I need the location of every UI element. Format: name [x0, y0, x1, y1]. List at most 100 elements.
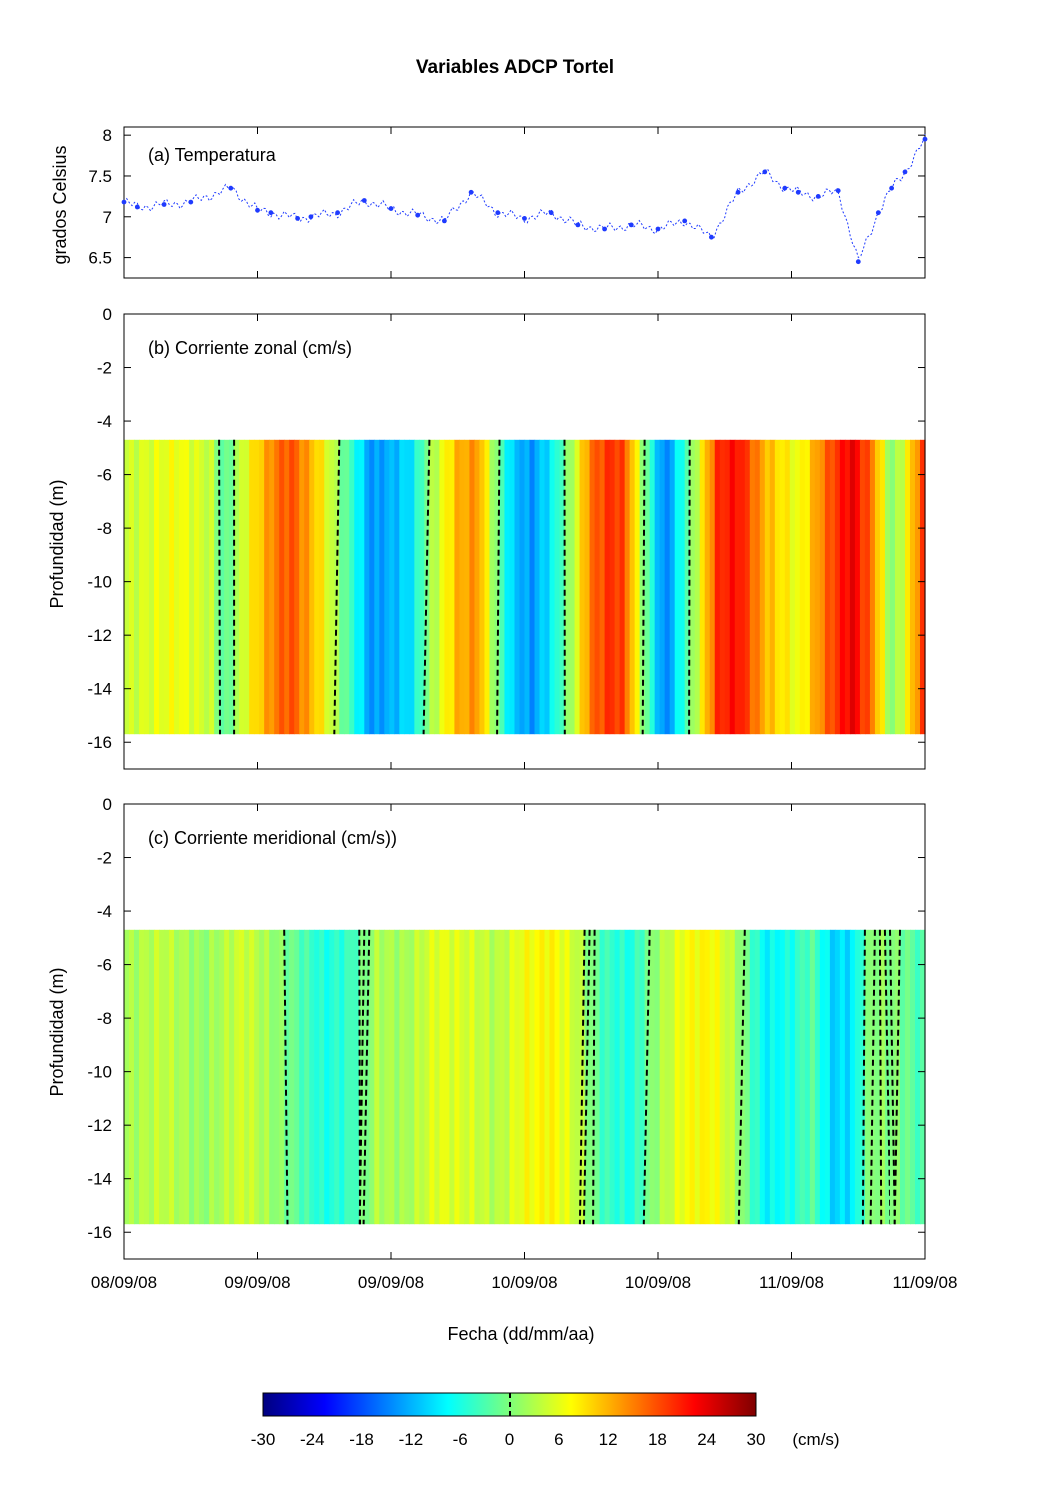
heatmap-cell — [659, 439, 666, 735]
temperature-point — [815, 194, 821, 199]
colorbar-tick-label: 12 — [599, 1430, 618, 1449]
heatmap-cell — [544, 929, 551, 1225]
temperature-point — [268, 210, 274, 216]
heatmap-cell — [294, 929, 300, 1225]
heatmap-cell — [714, 929, 721, 1225]
heatmap-cell — [589, 929, 596, 1225]
heatmap-cell — [774, 439, 781, 735]
heatmap-cell — [344, 929, 350, 1225]
y-tick-label: -6 — [97, 466, 112, 485]
heatmap-cell — [814, 929, 821, 1225]
heatmap-cell — [309, 929, 315, 1225]
heatmap-cell — [239, 439, 245, 735]
heatmap-cell — [189, 929, 195, 1225]
x-axis-label: Fecha (dd/mm/aa) — [447, 1324, 594, 1344]
heatmap-cell — [404, 929, 410, 1225]
heatmap-cell — [249, 929, 255, 1225]
heatmap-cell — [394, 929, 400, 1225]
y-tick-label: 7 — [103, 208, 112, 227]
heatmap-cell — [599, 439, 606, 735]
heatmap-cell — [444, 439, 451, 735]
heatmap-cell — [499, 439, 506, 735]
heatmap-cell — [494, 439, 501, 735]
heatmap-cell — [779, 439, 786, 735]
heatmap-cell — [589, 439, 596, 735]
heatmap-cell — [634, 929, 641, 1225]
panel-meridional-current: 0 -2 -4 -6 -8 -10 -12 -14 -16 08/09/08 09/09/08 09… — [47, 795, 957, 1292]
heatmap-cell — [259, 929, 265, 1225]
heatmap-cell — [689, 439, 696, 735]
heatmap-cell — [419, 439, 425, 735]
zero-contour — [218, 439, 221, 735]
x-tick-label: 11/09/08 — [759, 1273, 824, 1292]
heatmap-cell — [634, 439, 641, 735]
heatmap-cell — [864, 439, 871, 735]
heatmap-cell — [484, 929, 491, 1225]
heatmap-cell — [224, 439, 230, 735]
heatmap-cell — [194, 929, 200, 1225]
panel-b-ticks: 0 -2 -4 -6 -8 -10 -12 -14 -16 — [87, 305, 926, 769]
heatmap-cell — [674, 439, 681, 735]
heatmap-cell — [144, 439, 150, 735]
heatmap-cell — [379, 929, 385, 1225]
heatmap-cell — [724, 439, 731, 735]
temperature-point — [835, 188, 841, 194]
heatmap-cell — [454, 439, 461, 735]
temperature-point — [762, 169, 768, 175]
heatmap-cell — [629, 929, 636, 1225]
heatmap-cell — [194, 439, 200, 735]
heatmap-cell — [444, 929, 451, 1225]
heatmap-cell — [489, 929, 496, 1225]
heatmap-cell — [864, 929, 871, 1225]
heatmap-cell — [729, 439, 736, 735]
heatmap-cell — [339, 439, 345, 735]
temperature-point — [902, 169, 908, 175]
heatmap-cell — [709, 439, 716, 735]
heatmap-cell — [429, 439, 435, 735]
heatmap-cell — [719, 439, 726, 735]
temperature-series — [121, 133, 928, 265]
zero-contour — [883, 929, 892, 1225]
temperature-point — [875, 210, 881, 216]
heatmap-cell — [319, 929, 325, 1225]
heatmap-cell — [414, 439, 420, 735]
heatmap-cell — [609, 929, 616, 1225]
heatmap-cell — [479, 439, 486, 735]
heatmap-cell — [734, 439, 741, 735]
panel-a-ticks: 6.5 7 7.5 8 — [88, 126, 926, 278]
heatmap-cell — [499, 929, 506, 1225]
heatmap-cell — [834, 929, 841, 1225]
heatmap-cell — [914, 929, 921, 1225]
heatmap-cell — [849, 929, 856, 1225]
heatmap-cell — [839, 929, 846, 1225]
temperature-point — [188, 199, 194, 205]
colorbar-tick-label: 18 — [648, 1430, 667, 1449]
heatmap-cell — [604, 439, 611, 735]
heatmap-cell — [424, 929, 430, 1225]
heatmap-cell — [764, 439, 771, 735]
heatmap-cell — [639, 929, 646, 1225]
y-tick-label: -16 — [87, 733, 112, 752]
heatmap-cell — [269, 439, 275, 735]
heatmap-cell — [784, 439, 791, 735]
heatmap-cell — [354, 929, 360, 1225]
zero-contour — [592, 929, 596, 1225]
y-tick-label: -10 — [87, 573, 112, 592]
heatmap-cell — [819, 929, 826, 1225]
x-tick-label: 09/09/08 — [358, 1273, 424, 1292]
colorbar-tick-label: -18 — [349, 1430, 374, 1449]
heatmap-cell — [169, 929, 175, 1225]
heatmap-cell — [144, 929, 150, 1225]
temperature-point — [602, 226, 607, 232]
heatmap-cell — [284, 929, 290, 1225]
heatmap-cell — [254, 439, 260, 735]
heatmap-cell — [389, 929, 395, 1225]
zero-contour — [582, 929, 591, 1225]
heatmap-cell — [519, 439, 526, 735]
heatmap-cell — [789, 439, 796, 735]
heatmap-cell — [664, 929, 671, 1225]
heatmap-cell — [844, 929, 851, 1225]
panel-zonal-current: 0 -2 -4 -6 -8 -10 -12 -14 -16 (b) Corriente zona… — [47, 305, 926, 770]
heatmap-cell — [649, 439, 656, 735]
y-tick-label: -6 — [97, 956, 112, 975]
